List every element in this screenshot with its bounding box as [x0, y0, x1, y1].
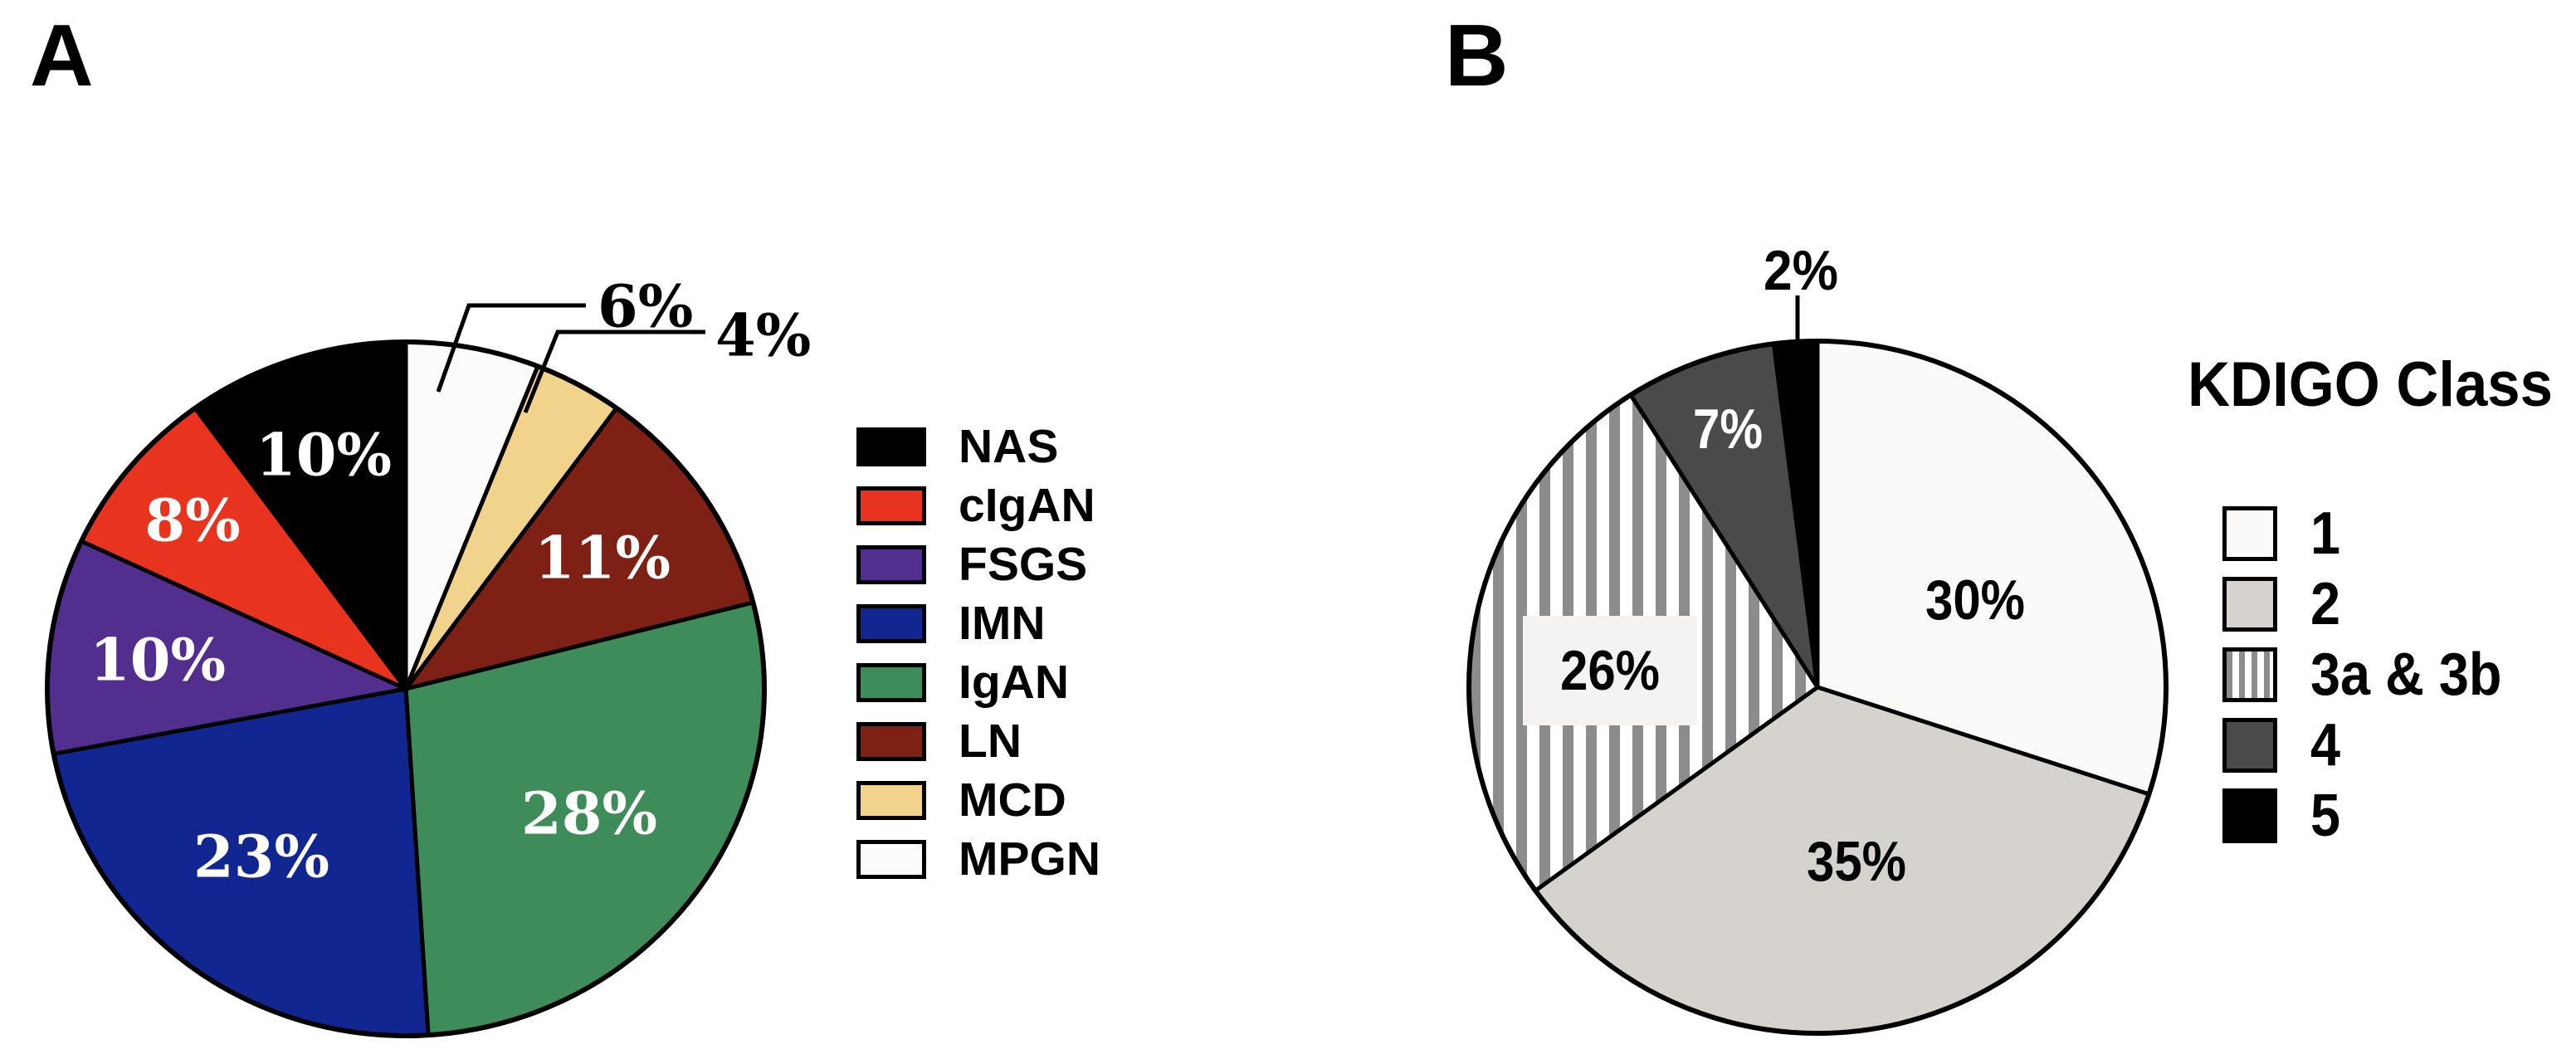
- legend-a-swatch-mpgn: [856, 840, 926, 879]
- legend-a-label-nas: NAS: [959, 420, 1059, 473]
- legend-b-label-4: 4: [2310, 712, 2341, 778]
- pie-a-label-cigan: 8%: [144, 486, 240, 555]
- pie-b-label-2: 35%: [1807, 830, 1906, 893]
- legend-a-swatch-imn: [856, 604, 926, 643]
- legend-a-label-imn: IMN: [959, 597, 1046, 650]
- legend-b-label-3a-3b: 3a & 3b: [2310, 642, 2502, 708]
- legend-b-label-5: 5: [2310, 783, 2341, 849]
- legend-b-swatch-2: [2222, 577, 2277, 632]
- legend-a-row-cigan: cIgAN: [856, 479, 1100, 532]
- pie-b-rim: [1466, 339, 2169, 1036]
- pie-b-label-4: 7%: [1693, 398, 1763, 461]
- legend-b-swatch-1: [2222, 506, 2277, 561]
- legend-a-label-cigan: cIgAN: [959, 479, 1095, 532]
- pie-b-label-5: 2%: [1764, 239, 1838, 302]
- legend-b-label-1: 1: [2310, 500, 2341, 567]
- kdigo-legend-title: KDIGO Class: [2188, 349, 2553, 420]
- legend-a-row-igan: IgAN: [856, 656, 1100, 709]
- legend-a-row-fsgs: FSGS: [856, 538, 1100, 591]
- legend-a-row-nas: NAS: [856, 420, 1100, 473]
- pie-a-label-mpgn: 6%: [598, 272, 693, 341]
- panel-b-label: B: [1445, 7, 1509, 105]
- legend-b-row-1: 1: [2222, 500, 2523, 567]
- pie-b-group: 30% 35% 26% 7% 2%: [1466, 239, 2169, 1036]
- legend-a-swatch-nas: [856, 427, 926, 466]
- legend-a-row-ln: LN: [856, 715, 1100, 768]
- pie-a-label-mcd-leader: [523, 329, 705, 413]
- pie-a-rim: [45, 339, 767, 1038]
- legend-a-label-ln: LN: [959, 715, 1022, 768]
- pie-a-label-ln: 11%: [534, 524, 671, 593]
- legend-a-swatch-mcd: [856, 781, 926, 820]
- legend-b-swatch-5: [2222, 788, 2277, 843]
- legend-b-swatch-4: [2222, 718, 2277, 773]
- pie-a-label-imn: 23%: [193, 822, 329, 891]
- pie-b-label-3a-3b-box: [1523, 616, 1697, 725]
- legend-a-label-mpgn: MPGN: [959, 832, 1100, 886]
- pie-a-label-mcd: 4%: [715, 301, 811, 370]
- legend-a-row-mcd: MCD: [856, 774, 1100, 827]
- legend-a: NAS cIgAN FSGS IMN IgAN LN MCD MPGN: [856, 420, 1100, 886]
- legend-a-label-mcd: MCD: [959, 774, 1066, 827]
- legend-a-swatch-fsgs: [856, 545, 926, 584]
- pie-a-label-igan: 28%: [521, 779, 657, 848]
- pie-b-label-1: 30%: [1925, 569, 2025, 632]
- panel-a-label: A: [30, 7, 94, 105]
- legend-a-label-fsgs: FSGS: [959, 538, 1088, 591]
- pie-a-label-fsgs: 10%: [90, 626, 226, 695]
- pie-b-label-3a-3b: 26%: [1560, 639, 1660, 702]
- legend-b-row-2: 2: [2222, 571, 2523, 637]
- pie-a-label-nas: 10%: [256, 421, 392, 490]
- legend-a-swatch-igan: [856, 663, 926, 702]
- pie-a-group: 6% 4%11%28%23%10%8%10%: [45, 272, 811, 1038]
- legend-a-swatch-cigan: [856, 486, 926, 525]
- legend-a-swatch-ln: [856, 722, 926, 761]
- legend-b-row-4: 4: [2222, 712, 2523, 778]
- pie-a-label-mpgn-leader: [436, 303, 586, 393]
- legend-b-row-3a-3b: 3a & 3b: [2222, 642, 2523, 708]
- legend-a-row-imn: IMN: [856, 597, 1100, 650]
- legend-b-row-5: 5: [2222, 783, 2523, 849]
- legend-a-label-igan: IgAN: [959, 656, 1069, 709]
- legend-b-label-2: 2: [2310, 571, 2341, 637]
- legend-a-row-mpgn: MPGN: [856, 832, 1100, 886]
- legend-b-swatch-3a-3b: [2222, 647, 2277, 702]
- legend-b: 1 2 3a & 3b 4 5: [2222, 500, 2523, 849]
